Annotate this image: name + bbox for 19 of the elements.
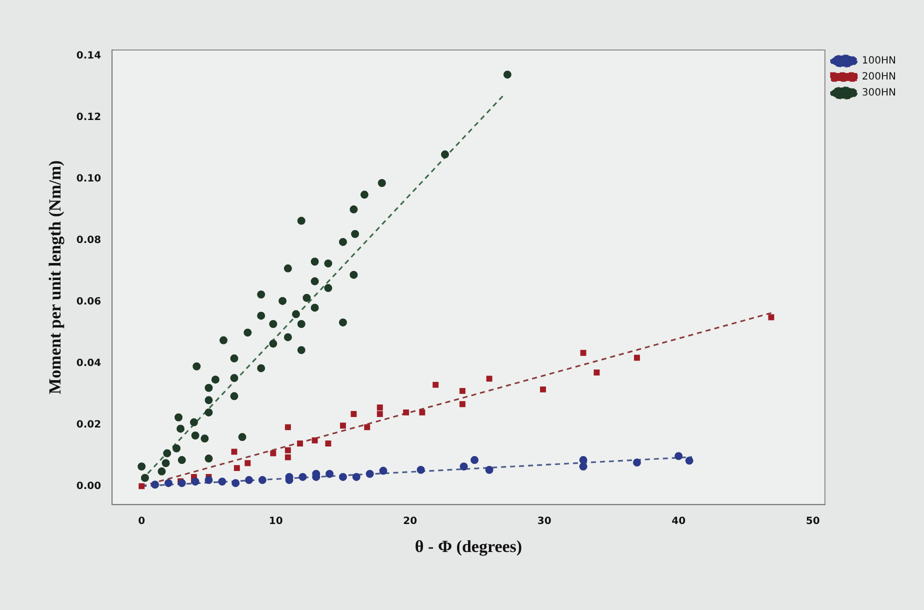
- y-tick-label: 0.10: [76, 174, 102, 185]
- x-tick-label: 0: [138, 516, 146, 528]
- y-tick-label: 0.02: [76, 419, 102, 430]
- x-tick-label: 10: [268, 516, 283, 528]
- y-tick-label: 0.00: [76, 480, 102, 492]
- legend-label: 200HN: [862, 72, 896, 83]
- x-tick-label: 50: [806, 516, 820, 528]
- y-axis-title: Moment per unit length (Nm/m): [46, 160, 65, 394]
- x-tick-label: 30: [537, 516, 552, 528]
- legend-label: 300HN: [862, 88, 896, 99]
- y-tick-label: 0.14: [76, 50, 102, 62]
- y-tick-label: 0.08: [76, 235, 102, 246]
- x-axis-title: θ - Φ (degrees): [414, 537, 522, 556]
- legend-label: 100HN: [862, 56, 896, 67]
- y-tick-label: 0.12: [76, 112, 102, 124]
- y-tick-label: 0.04: [76, 358, 102, 369]
- x-tick-label: 40: [672, 516, 686, 528]
- y-tick-label: 0.06: [76, 296, 102, 308]
- x-tick-label: 20: [403, 516, 418, 528]
